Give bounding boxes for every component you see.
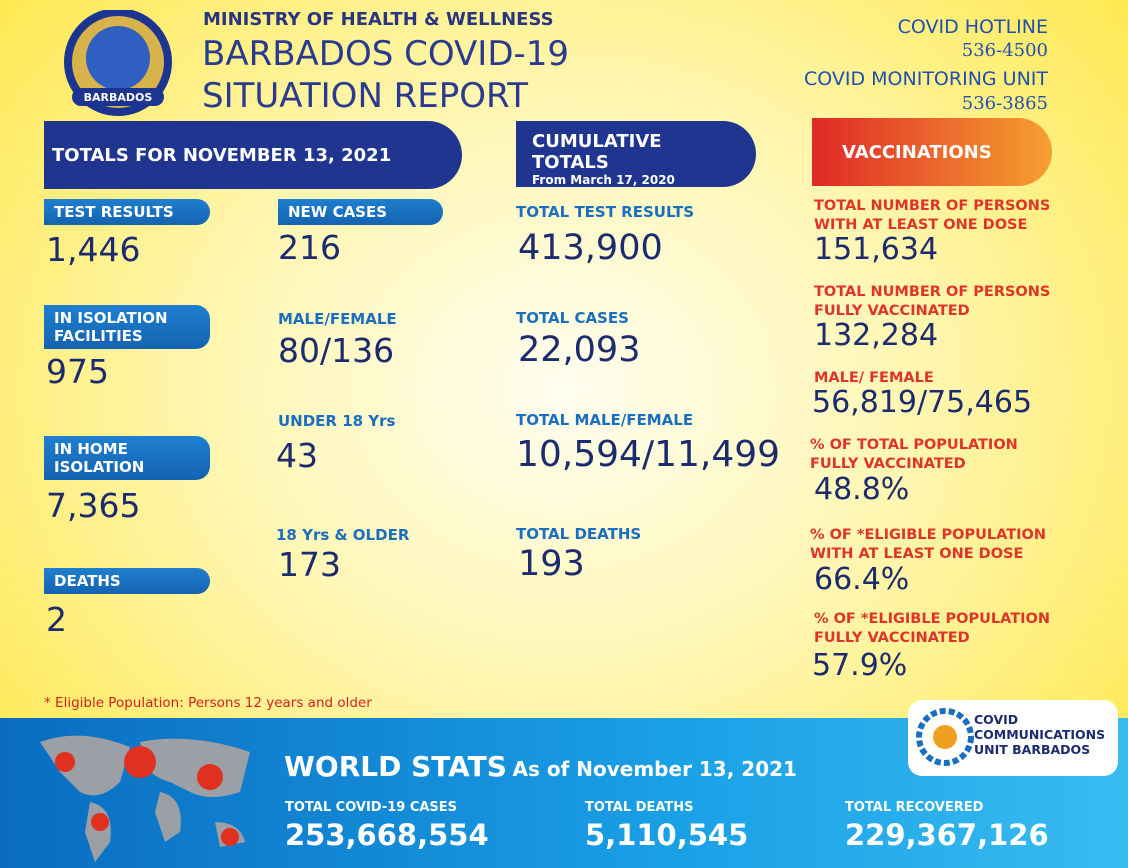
- logo-center: [86, 26, 150, 90]
- cumulative-title: CUMULATIVE TOTALS: [532, 131, 662, 173]
- cumulative-subtitle: From March 17, 2020: [532, 173, 675, 187]
- virus-dot: [91, 813, 109, 831]
- vaccinations-banner: VACCINATIONS: [812, 118, 1052, 186]
- daily-label: 18 Yrs & OLDER: [276, 526, 410, 544]
- virus-dot: [221, 828, 239, 846]
- unit-logo-icon: [916, 708, 974, 766]
- ministry: MINISTRY OF HEALTH & WELLNESS: [203, 9, 554, 30]
- daily-label: IN ISOLATION FACILITIES: [44, 305, 210, 349]
- cumulative-label: TOTAL TEST RESULTS: [516, 203, 695, 221]
- daily-value: 1,446: [46, 230, 141, 269]
- vaccination-value: 48.8%: [814, 472, 910, 507]
- world-header: WORLD STATS As of November 13, 2021: [284, 750, 797, 783]
- vaccination-label: % OF TOTAL POPULATION FULLY VACCINATED: [810, 437, 1018, 472]
- icon-ring: [916, 708, 974, 766]
- unit-logo: COVID COMMUNICATIONS UNIT BARBADOS: [908, 700, 1118, 776]
- world-value: 229,367,126: [845, 818, 1049, 852]
- vaccination-value: 132,284: [814, 318, 939, 353]
- vaccination-value: 66.4%: [814, 562, 910, 597]
- world-title: WORLD STATS: [284, 750, 507, 783]
- world-map: [40, 735, 250, 862]
- hotline-number: 536-4500: [961, 40, 1048, 61]
- daily-label: UNDER 18 Yrs: [278, 412, 396, 430]
- daily-value: 7,365: [46, 486, 141, 525]
- vaccination-label: % OF *ELIGIBLE POPULATION WITH AT LEAST …: [810, 527, 1046, 562]
- daily-value: 2: [46, 600, 67, 639]
- cumulative-label: TOTAL DEATHS: [516, 525, 642, 543]
- vaccination-value: 56,819/75,465: [812, 385, 1033, 420]
- vaccination-value: 57.9%: [812, 648, 908, 683]
- vaccination-label: MALE/ FEMALE: [814, 370, 934, 386]
- world-value: 253,668,554: [285, 818, 489, 852]
- virus-dot: [124, 746, 156, 778]
- cumulative-label: TOTAL MALE/FEMALE: [516, 411, 694, 429]
- unit-line: COMMUNICATIONS: [974, 727, 1106, 742]
- daily-value: 80/136: [278, 331, 395, 370]
- cumulative-value: 10,594/11,499: [516, 434, 781, 475]
- cumulative-label: TOTAL CASES: [516, 309, 629, 327]
- world-label: TOTAL DEATHS: [585, 800, 694, 815]
- daily-label: IN HOME ISOLATION: [44, 436, 210, 480]
- daily-banner: TOTALS FOR NOVEMBER 13, 2021: [44, 121, 462, 189]
- icon-core: [933, 725, 957, 749]
- daily-value: 975: [46, 352, 109, 391]
- ministry-logo: BARBADOS: [64, 10, 172, 116]
- monitoring-number: 536-3865: [961, 93, 1048, 114]
- cumulative-value: 193: [518, 544, 585, 584]
- daily-value: 173: [278, 545, 341, 584]
- logo-ribbon: [72, 88, 164, 106]
- virus-dot: [55, 752, 75, 772]
- vaccination-value: 151,634: [814, 232, 939, 267]
- virus-dot: [197, 764, 223, 790]
- title-line: BARBADOS COVID-19: [202, 34, 570, 74]
- vaccination-label: TOTAL NUMBER OF PERSONS WITH AT LEAST ON…: [814, 198, 1051, 233]
- monitoring-label: COVID MONITORING UNIT: [804, 68, 1048, 90]
- cumulative-value: 22,093: [518, 330, 641, 370]
- world-value: 5,110,545: [585, 818, 749, 852]
- daily-label: MALE/FEMALE: [278, 310, 397, 328]
- logo-text: BARBADOS: [84, 91, 153, 104]
- footnote: * Eligible Population: Persons 12 years …: [44, 695, 372, 711]
- unit-line: COVID: [974, 712, 1019, 727]
- daily-label: DEATHS: [44, 568, 210, 594]
- world-label: TOTAL RECOVERED: [845, 800, 984, 815]
- cumulative-value: 413,900: [518, 228, 663, 268]
- cumulative-banner: CUMULATIVE TOTALS From March 17, 2020: [516, 121, 756, 187]
- daily-value: 216: [278, 228, 341, 267]
- unit-line: UNIT BARBADOS: [974, 742, 1091, 757]
- vaccination-label: TOTAL NUMBER OF PERSONS FULLY VACCINATED: [814, 284, 1051, 319]
- daily-label: NEW CASES: [278, 199, 443, 225]
- unit-logo-text: COVID COMMUNICATIONS UNIT BARBADOS: [974, 712, 1105, 757]
- world-label: TOTAL COVID-19 CASES: [285, 800, 458, 815]
- daily-value: 43: [276, 436, 318, 475]
- world-date: As of November 13, 2021: [512, 757, 797, 781]
- hotline-label: COVID HOTLINE: [897, 16, 1048, 38]
- daily-label: TEST RESULTS: [44, 199, 210, 225]
- title-line: SITUATION REPORT: [202, 76, 528, 116]
- vaccination-label: % OF *ELIGIBLE POPULATION FULLY VACCINAT…: [814, 611, 1050, 646]
- continents: [40, 735, 250, 862]
